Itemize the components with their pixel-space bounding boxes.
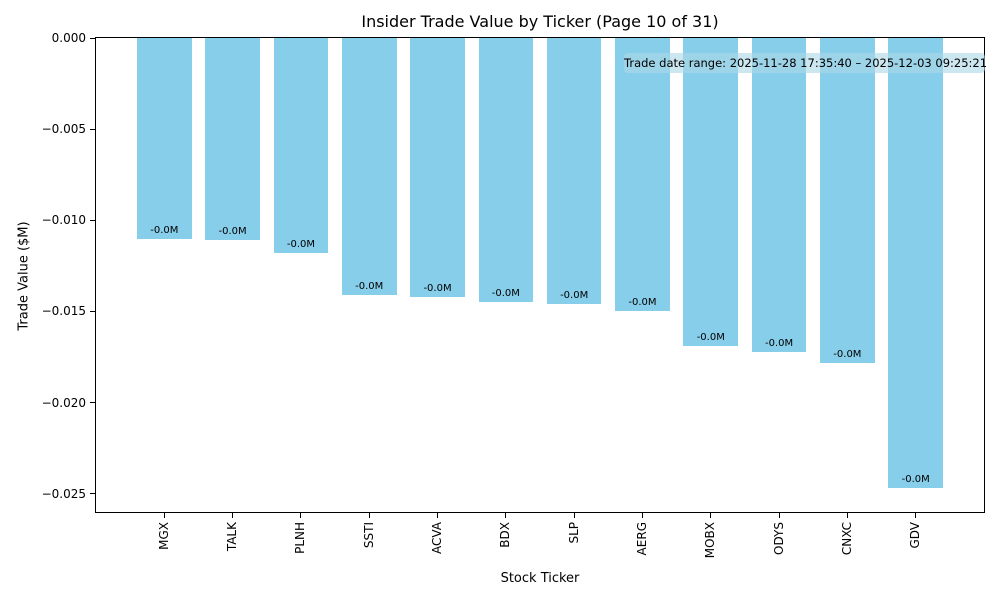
x-axis-label: Stock Ticker — [500, 571, 580, 586]
x-tick-mark — [300, 513, 302, 518]
bar-aerg: -0.0M — [615, 38, 670, 312]
trade-date-range-annotation: Trade date range: 2025-11-28 17:35:40 – … — [624, 53, 987, 73]
x-tick-mark — [710, 513, 712, 518]
y-tick-mark — [90, 493, 95, 495]
y-tick-mark — [90, 219, 95, 221]
bar-talk: -0.0M — [205, 38, 260, 241]
chart-title: Insider Trade Value by Ticker (Page 10 o… — [361, 12, 719, 31]
y-tick-mark — [90, 128, 95, 130]
bar-value-label: -0.0M — [696, 332, 725, 344]
x-tick-label-mobx: MOBX — [703, 522, 718, 559]
bar-ssti: -0.0M — [341, 38, 397, 296]
bar-value-label: -0.0M — [765, 337, 794, 349]
x-tick-label-bdx: BDX — [498, 522, 513, 548]
bar-value-label: -0.0M — [628, 297, 657, 309]
x-tick-label-mgx: MGX — [156, 522, 171, 550]
x-tick-mark — [915, 513, 917, 518]
bar-cnxc: -0.0M — [820, 38, 875, 363]
bar-slp: -0.0M — [546, 38, 602, 305]
bar-value-label: -0.0M — [901, 474, 930, 486]
x-tick-label-odys: ODYS — [771, 522, 786, 555]
x-tick-mark — [573, 513, 575, 518]
plot-area: 0.000 −0.005 −0.010 −0.015 −0.020 −0.025 -0.0M… — [42, 31, 985, 558]
y-tick-label: 0.000 — [51, 31, 86, 45]
y-tick-label: −0.005 — [41, 122, 86, 137]
x-tick-mark — [437, 513, 439, 518]
x-tick-mark — [368, 513, 370, 518]
bar-value-label: -0.0M — [355, 281, 384, 293]
bar-value-label: -0.0M — [150, 224, 179, 236]
x-tick-mark — [505, 513, 507, 518]
x-tick-label-acva: ACVA — [430, 522, 445, 555]
x-tick-label-gdv: GDV — [908, 522, 923, 549]
y-tick-mark — [90, 310, 95, 312]
x-tick-label-slp: SLP — [566, 522, 581, 544]
bar-value-label: -0.0M — [286, 239, 315, 251]
bar-odys: -0.0M — [751, 38, 807, 352]
bar-value-label: -0.0M — [833, 348, 862, 360]
y-tick-label: −0.025 — [41, 486, 86, 501]
x-tick-mark — [232, 513, 234, 518]
x-tick-mark — [778, 513, 780, 518]
y-tick-mark — [90, 37, 95, 39]
bar-value-label: -0.0M — [423, 282, 452, 294]
x-tick-label-talk: TALK — [225, 522, 240, 552]
x-tick-label-ssti: SSTI — [361, 522, 376, 549]
y-tick-label: −0.020 — [41, 395, 86, 410]
bar-mobx: -0.0M — [683, 38, 739, 347]
x-tick-label-cnxc: CNXC — [839, 522, 854, 556]
x-tick-label-aerg: AERG — [634, 522, 649, 556]
x-tick-mark — [163, 513, 165, 518]
bar-value-label: -0.0M — [218, 226, 247, 238]
bar-plnh: -0.0M — [273, 38, 329, 254]
bar-gdv: -0.0M — [888, 38, 943, 489]
bar-acva: -0.0M — [410, 38, 465, 297]
x-tick-label-plnh: PLNH — [293, 522, 308, 554]
x-tick-mark — [641, 513, 643, 518]
x-tick-mark — [846, 513, 848, 518]
y-tick-label: −0.015 — [41, 304, 86, 319]
bar-value-label: -0.0M — [491, 288, 520, 300]
bar-value-label: -0.0M — [560, 290, 589, 302]
y-tick-label: −0.010 — [41, 213, 86, 228]
bar-bdx: -0.0M — [478, 38, 534, 303]
y-tick-mark — [90, 402, 95, 404]
bar-mgx: -0.0M — [136, 38, 192, 239]
